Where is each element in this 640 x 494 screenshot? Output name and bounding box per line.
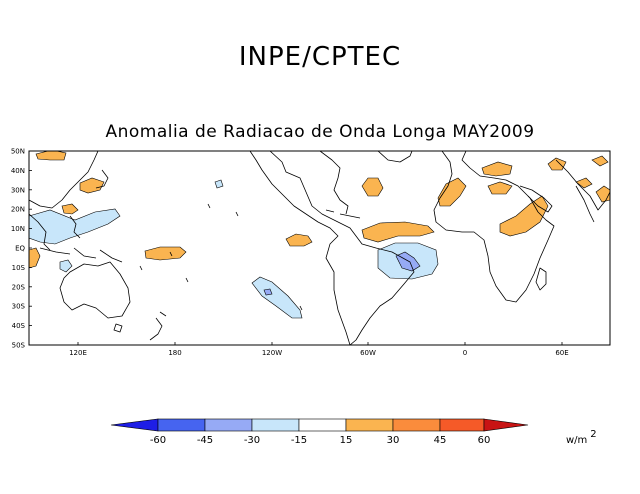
coastline-islands	[139, 203, 303, 311]
lon-label: 60W	[360, 349, 376, 357]
coastline-australia	[59, 261, 131, 319]
coastline-japan	[95, 169, 109, 189]
coastline-madagascar	[535, 267, 547, 291]
lon-label: 0	[463, 349, 467, 357]
colorbar-over-arrow	[483, 418, 529, 432]
coastline-greenland	[377, 151, 413, 163]
coastline-philippines	[69, 215, 81, 239]
coastlines	[29, 151, 610, 345]
map-frame	[28, 150, 611, 346]
colorbar-swatch	[392, 418, 441, 432]
anomaly-pos-north-pacific-east	[591, 155, 609, 167]
colorbar-label: 30	[387, 435, 400, 446]
anomaly-neg-atlantic-small	[214, 179, 224, 189]
lon-label: 180	[168, 349, 181, 357]
colorbar-swatch	[204, 418, 253, 432]
colorbar-label: 15	[340, 435, 353, 446]
anomaly-pos-indian-ocean	[29, 247, 41, 269]
anomaly-neg-west-pacific	[29, 208, 121, 245]
coastline-arabia	[519, 185, 553, 213]
coastline-east-asia	[29, 151, 99, 209]
lat-label: 10N	[11, 225, 25, 233]
anomaly-contours	[29, 151, 610, 319]
colorbar-swatch	[298, 418, 347, 432]
colorbar-under-arrow	[110, 418, 159, 432]
colorbar-label: -30	[244, 435, 260, 446]
colorbar-label: 60	[478, 435, 491, 446]
map-title: Anomalia de Radiacao de Onda Longa MAY20…	[105, 122, 535, 142]
lat-label: 40S	[12, 322, 26, 330]
anomaly-pos-mediterranean	[481, 161, 513, 177]
colorbar-label: -60	[150, 435, 166, 446]
lat-label: 30S	[12, 303, 26, 311]
coastline-americas	[249, 151, 415, 345]
colorbar-unit: w/m2	[566, 429, 597, 446]
anomaly-pos-japan	[79, 177, 105, 194]
anomaly-pos-south-china-sea	[61, 203, 79, 215]
anomaly-pos-east-asia	[575, 177, 593, 189]
anomaly-pos-arabian-sea	[595, 185, 610, 203]
colorbar-unit-exponent: 2	[590, 429, 597, 440]
coastline-europe-africa	[433, 151, 555, 303]
colorbar-label: -45	[197, 435, 213, 446]
lon-axis: 120E 180 120W 60W 0 60E	[69, 342, 569, 357]
coastline-indonesia	[39, 247, 123, 263]
lon-label: 60E	[555, 349, 568, 357]
anomaly-pos-east-pacific	[285, 233, 313, 247]
coastline-new-zealand	[149, 311, 167, 341]
anomaly-pos-central-asia	[547, 157, 567, 171]
lat-label: EQ	[15, 245, 25, 253]
colorbar-swatch	[439, 418, 485, 432]
anomaly-pos-europe-west	[437, 177, 467, 207]
colorbar-swatch	[157, 418, 206, 432]
lat-label: 20N	[11, 206, 25, 214]
lat-axis: 50N 40N 30N 20N 10N EQ 10S 20S 30S 40S 5…	[11, 148, 32, 350]
anomaly-pos-atlantic-itcz	[361, 221, 435, 243]
lon-label: 120W	[262, 349, 282, 357]
colorbar-swatch	[251, 418, 300, 432]
lat-label: 10S	[12, 264, 26, 272]
anomaly-neg-indonesia	[59, 259, 73, 273]
coastline-tasmania	[113, 323, 123, 333]
colorbar: -60 -45 -30 -15 15 30 45 60	[110, 418, 529, 446]
anomaly-pos-north-atlantic	[361, 177, 384, 197]
anomaly-neg-brazil-core	[395, 251, 421, 272]
anomaly-neg-spcz-core	[263, 288, 273, 296]
lon-label: 120E	[69, 349, 87, 357]
lat-label: 40N	[11, 167, 25, 175]
coastline-north-america-east	[319, 151, 349, 215]
colorbar-unit-base: w/m	[566, 435, 588, 446]
lat-label: 30N	[11, 186, 25, 194]
lat-label: 50S	[12, 342, 26, 350]
anomaly-neg-spcz	[251, 276, 303, 319]
coastline-india	[575, 185, 595, 223]
anomaly-pos-east-africa	[499, 195, 549, 237]
coastline-caribbean	[325, 209, 361, 219]
coastline-indochina	[29, 213, 51, 251]
colorbar-swatch	[345, 418, 394, 432]
lat-label: 50N	[11, 148, 25, 156]
lat-label: 20S	[12, 283, 26, 291]
anomaly-pos-central-pacific	[144, 246, 187, 261]
map-area	[29, 151, 610, 345]
anomaly-pos-middle-east	[487, 181, 513, 195]
anomaly-pos-north-pacific-west	[35, 151, 67, 161]
colorbar-label: 45	[434, 435, 447, 446]
coastline-asia-south	[555, 159, 610, 211]
organization-title: INPE/CPTEC	[238, 42, 402, 72]
colorbar-label: -15	[291, 435, 307, 446]
